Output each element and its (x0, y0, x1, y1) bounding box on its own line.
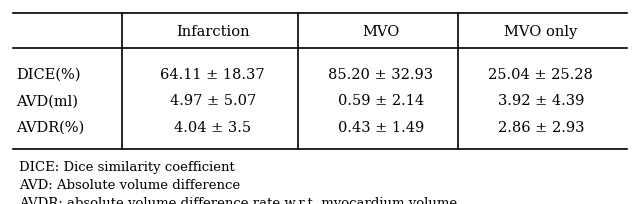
Text: MVO: MVO (362, 25, 399, 39)
Text: 0.59 ± 2.14: 0.59 ± 2.14 (338, 94, 424, 108)
Text: DICE(%): DICE(%) (16, 68, 81, 81)
Text: 4.04 ± 3.5: 4.04 ± 3.5 (174, 121, 252, 134)
Text: AVDR: absolute volume difference rate w.r.t. myocardium volume.: AVDR: absolute volume difference rate w.… (19, 196, 461, 204)
Text: 4.97 ± 5.07: 4.97 ± 5.07 (170, 94, 256, 108)
Text: Infarction: Infarction (176, 25, 250, 39)
Text: 0.43 ± 1.49: 0.43 ± 1.49 (338, 121, 424, 134)
Text: 85.20 ± 32.93: 85.20 ± 32.93 (328, 68, 433, 81)
Text: AVD(ml): AVD(ml) (16, 94, 78, 108)
Text: AVD: Absolute volume difference: AVD: Absolute volume difference (19, 178, 241, 191)
Text: DICE: Dice similarity coefficient: DICE: Dice similarity coefficient (19, 160, 235, 173)
Text: 2.86 ± 2.93: 2.86 ± 2.93 (497, 121, 584, 134)
Text: 25.04 ± 25.28: 25.04 ± 25.28 (488, 68, 593, 81)
Text: 64.11 ± 18.37: 64.11 ± 18.37 (161, 68, 265, 81)
Text: MVO only: MVO only (504, 25, 577, 39)
Text: 3.92 ± 4.39: 3.92 ± 4.39 (498, 94, 584, 108)
Text: AVDR(%): AVDR(%) (16, 121, 84, 134)
